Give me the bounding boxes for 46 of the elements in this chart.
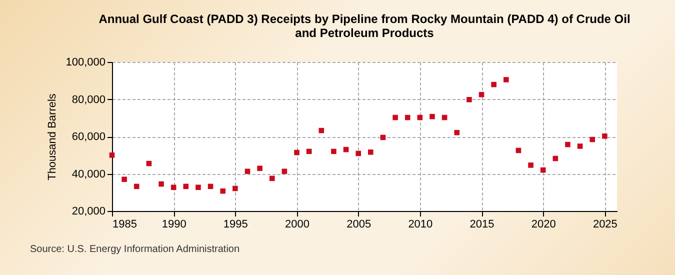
x-tick-label: 2010 (408, 218, 433, 230)
y-tick-label: 100,000 (66, 56, 106, 68)
y-tick-label: 60,000 (72, 131, 106, 143)
x-tick-label: 2005 (346, 218, 372, 230)
point (590, 136, 596, 142)
point (491, 82, 496, 88)
point (318, 128, 324, 134)
y-axis-title: Thousand Barrels (46, 93, 59, 180)
point (170, 184, 176, 190)
x-tick-label: 1990 (162, 218, 186, 230)
y-tick-label: 40,000 (72, 168, 106, 180)
point (331, 148, 336, 154)
point (244, 168, 250, 174)
point (232, 186, 238, 192)
point (356, 150, 361, 156)
point (577, 144, 583, 149)
x-tick-label: 2015 (470, 218, 494, 230)
point (565, 142, 570, 148)
y-tick-label: 20,000 (72, 206, 106, 218)
y-tick-label: 80,000 (72, 94, 106, 106)
x-tick-label: 2025 (592, 218, 618, 230)
source-note: Source: U.S. Energy Information Administration (30, 244, 240, 255)
x-tick-label: 2000 (285, 218, 310, 230)
point (392, 114, 398, 120)
point (602, 133, 608, 139)
point (504, 77, 509, 82)
point (196, 184, 201, 190)
point (109, 152, 115, 158)
point (134, 184, 140, 190)
x-tick-label: 1985 (112, 218, 137, 230)
x-tick-label: 1995 (223, 218, 248, 230)
point (430, 114, 435, 120)
point (158, 181, 164, 187)
point (368, 150, 374, 155)
point (220, 188, 226, 194)
point (404, 114, 410, 120)
point (294, 150, 300, 156)
point (269, 176, 275, 182)
point (282, 168, 288, 174)
point (528, 162, 534, 168)
point (122, 176, 127, 182)
point (454, 130, 460, 136)
point (257, 166, 262, 171)
chart-title: Annual Gulf Coast (PADD 3) Receipts by Pipeline from Rocky Mountain (PADD 4) of Crude Oil and Petroleum Products (98, 12, 630, 40)
point (466, 96, 472, 102)
x-tick-label: 2020 (531, 218, 556, 230)
